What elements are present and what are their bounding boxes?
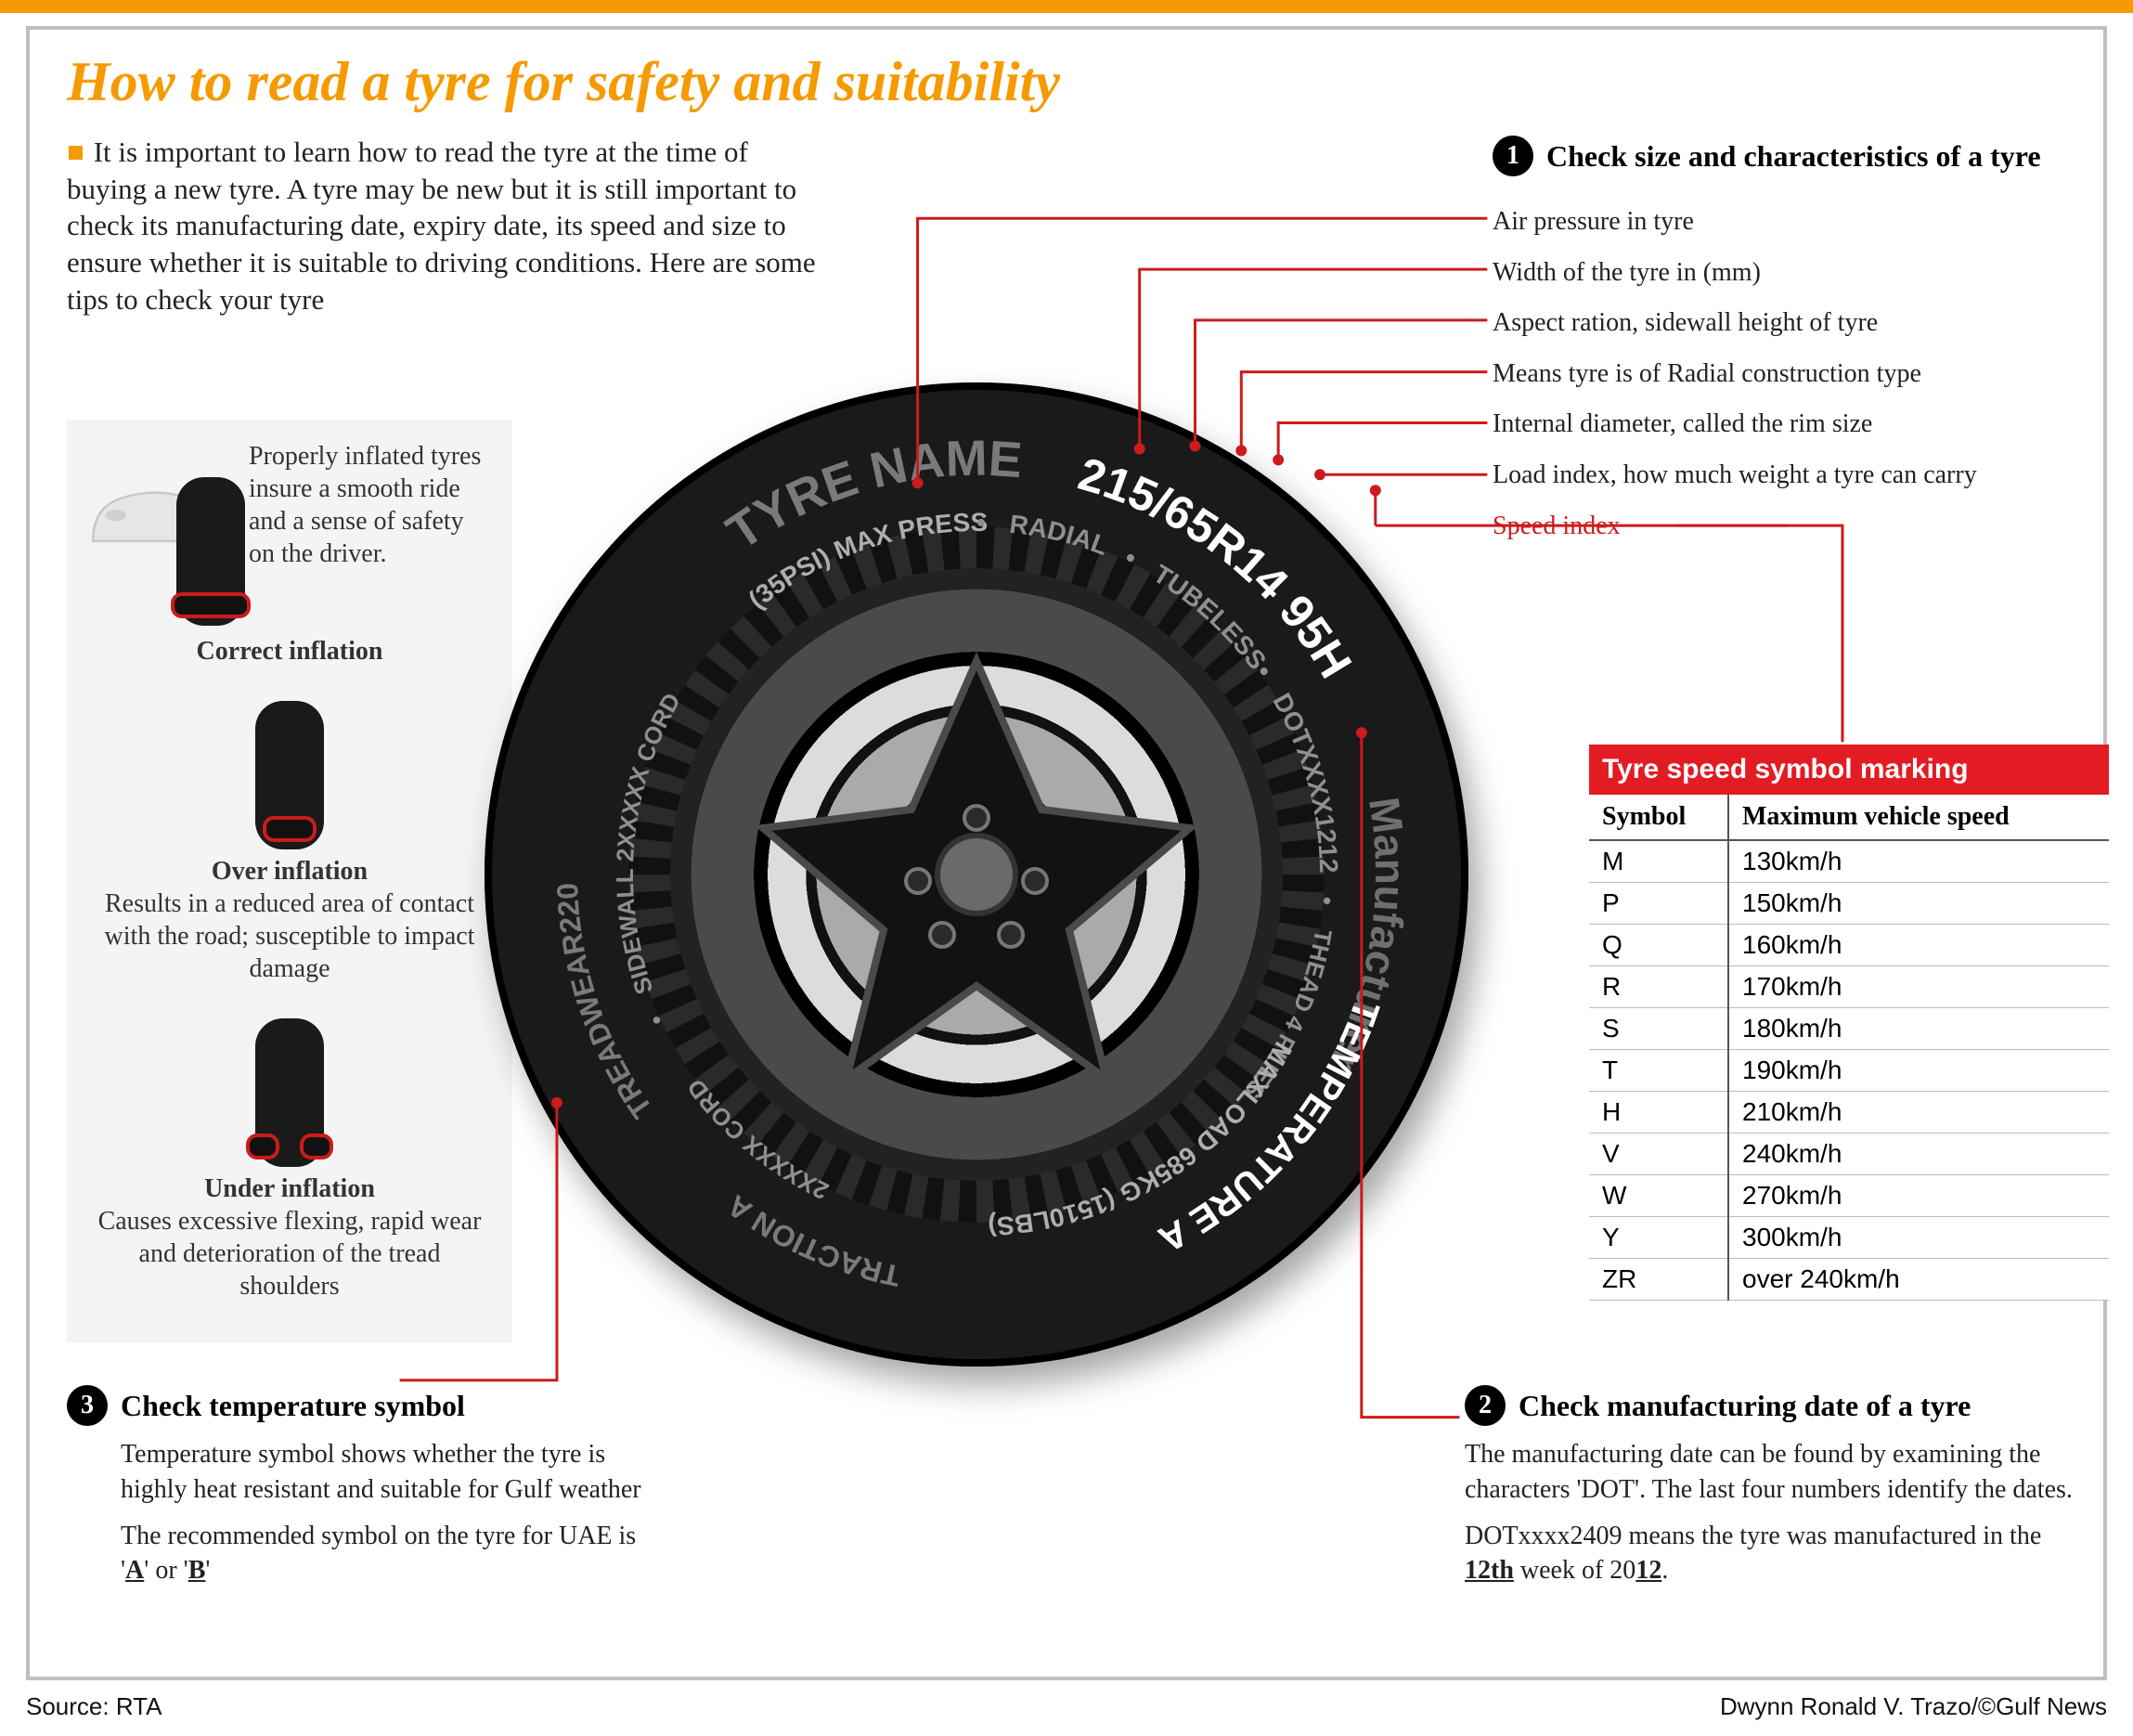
section-2: 2 Check manufacturing date of a tyre The…: [1465, 1385, 2096, 1588]
cell-symbol: P: [1589, 883, 1728, 925]
cell-symbol: R: [1589, 966, 1728, 1008]
section-2-title: Check manufacturing date of a tyre: [1519, 1389, 1971, 1423]
section-1: 1 Check size and characteristics of a ty…: [1493, 136, 2105, 551]
step-2-badge: 2: [1465, 1385, 1506, 1426]
correct-tyre-icon: [176, 477, 245, 626]
cell-speed: 270km/h: [1728, 1175, 2109, 1217]
table-row: ZRover 240km/h: [1589, 1259, 2109, 1301]
cell-speed: 190km/h: [1728, 1050, 2109, 1092]
table-row: R170km/h: [1589, 966, 2109, 1008]
list-item: Width of the tyre in (mm): [1493, 248, 2105, 299]
top-accent-bar: [0, 0, 2133, 13]
cell-speed: 170km/h: [1728, 966, 2109, 1008]
section-3-p1: Temperature symbol shows whether the tyr…: [67, 1437, 661, 1508]
section-2-p1: The manufacturing date can be found by e…: [1465, 1437, 2096, 1508]
list-item: Load index, how much weight a tyre can c…: [1493, 450, 2105, 501]
cell-symbol: Q: [1589, 925, 1728, 966]
inflation-blurb: Properly inflated tyres insure a smooth …: [249, 440, 492, 579]
source-text: Source: RTA: [26, 1692, 162, 1721]
tyre-graphic: TYRE NAME 215/65R14 95H Manufacturer (35…: [485, 382, 1468, 1367]
speed-table: Tyre speed symbol marking Symbol Maximum…: [1589, 745, 2109, 1301]
section-1-title: Check size and characteristics of a tyre: [1546, 139, 2041, 174]
table-row: P150km/h: [1589, 883, 2109, 925]
col-symbol: Symbol: [1589, 795, 1728, 840]
under-tyre-icon: [255, 1018, 324, 1167]
table-row: H210km/h: [1589, 1092, 2109, 1134]
table-row: S180km/h: [1589, 1008, 2109, 1050]
lug-nut-icon: [997, 921, 1025, 949]
intro-body: It is important to learn how to read the…: [67, 136, 816, 316]
table-row: T190km/h: [1589, 1050, 2109, 1092]
table-row: Y300km/h: [1589, 1217, 2109, 1259]
step-3-badge: 3: [67, 1385, 108, 1426]
speed-table-title: Tyre speed symbol marking: [1589, 745, 2109, 795]
bullet-icon: ■: [67, 136, 84, 168]
col-speed: Maximum vehicle speed: [1728, 795, 2109, 840]
cell-symbol: W: [1589, 1175, 1728, 1217]
table-row: V240km/h: [1589, 1134, 2109, 1175]
list-item: Internal diameter, called the rim size: [1493, 399, 2105, 450]
section-3-p2: The recommended symbol on the tyre for U…: [67, 1519, 661, 1589]
inflation-panel: Properly inflated tyres insure a smooth …: [67, 420, 512, 1342]
intro-text: ■It is important to learn how to read th…: [67, 134, 828, 317]
correct-label: Correct inflation: [87, 635, 492, 667]
cell-speed: 160km/h: [1728, 925, 2109, 966]
infographic-frame: How to read a tyre for safety and suitab…: [26, 26, 2107, 1680]
cell-symbol: T: [1589, 1050, 1728, 1092]
section-2-p2: DOTxxxx2409 means the tyre was manufactu…: [1465, 1519, 2096, 1589]
over-desc: Results in a reduced area of contact wit…: [87, 887, 492, 985]
lug-nut-icon: [904, 867, 932, 895]
cell-symbol: S: [1589, 1008, 1728, 1050]
table-row: Q160km/h: [1589, 925, 2109, 966]
cell-speed: 130km/h: [1728, 840, 2109, 883]
under-desc: Causes excessive flexing, rapid wear and…: [87, 1205, 492, 1302]
cell-symbol: H: [1589, 1092, 1728, 1134]
lug-nut-icon: [928, 921, 956, 949]
cell-symbol: Y: [1589, 1217, 1728, 1259]
cell-symbol: ZR: [1589, 1259, 1728, 1301]
cell-speed: 150km/h: [1728, 883, 2109, 925]
table-row: W270km/h: [1589, 1175, 2109, 1217]
over-tyre-icon: [255, 701, 324, 849]
cell-speed: 300km/h: [1728, 1217, 2109, 1259]
cell-speed: 240km/h: [1728, 1134, 2109, 1175]
over-label: Over inflation: [87, 855, 492, 887]
section-3: 3 Check temperature symbol Temperature s…: [67, 1385, 661, 1588]
cell-speed: 180km/h: [1728, 1008, 2109, 1050]
hub-icon: [935, 833, 1018, 916]
credit-text: Dwynn Ronald V. Trazo/©Gulf News: [1720, 1692, 2107, 1721]
list-item: Means tyre is of Radial construction typ…: [1493, 349, 2105, 400]
cell-speed: over 240km/h: [1728, 1259, 2109, 1301]
table-row: M130km/h: [1589, 840, 2109, 883]
list-item: Air pressure in tyre: [1493, 197, 2105, 248]
footer: Source: RTA Dwynn Ronald V. Trazo/©Gulf …: [26, 1692, 2107, 1721]
step-1-badge: 1: [1493, 136, 1533, 176]
car-outline-icon: [87, 440, 236, 579]
lug-nut-icon: [963, 804, 990, 832]
under-label: Under inflation: [87, 1172, 492, 1205]
list-item: Speed index: [1493, 501, 2105, 552]
cell-speed: 210km/h: [1728, 1092, 2109, 1134]
cell-symbol: V: [1589, 1134, 1728, 1175]
lug-nut-icon: [1021, 867, 1049, 895]
section-1-list: Air pressure in tyre Width of the tyre i…: [1493, 197, 2105, 551]
cell-symbol: M: [1589, 840, 1728, 883]
section-3-title: Check temperature symbol: [121, 1389, 465, 1423]
headline: How to read a tyre for safety and suitab…: [67, 50, 1060, 114]
list-item: Aspect ration, sidewall height of tyre: [1493, 298, 2105, 349]
